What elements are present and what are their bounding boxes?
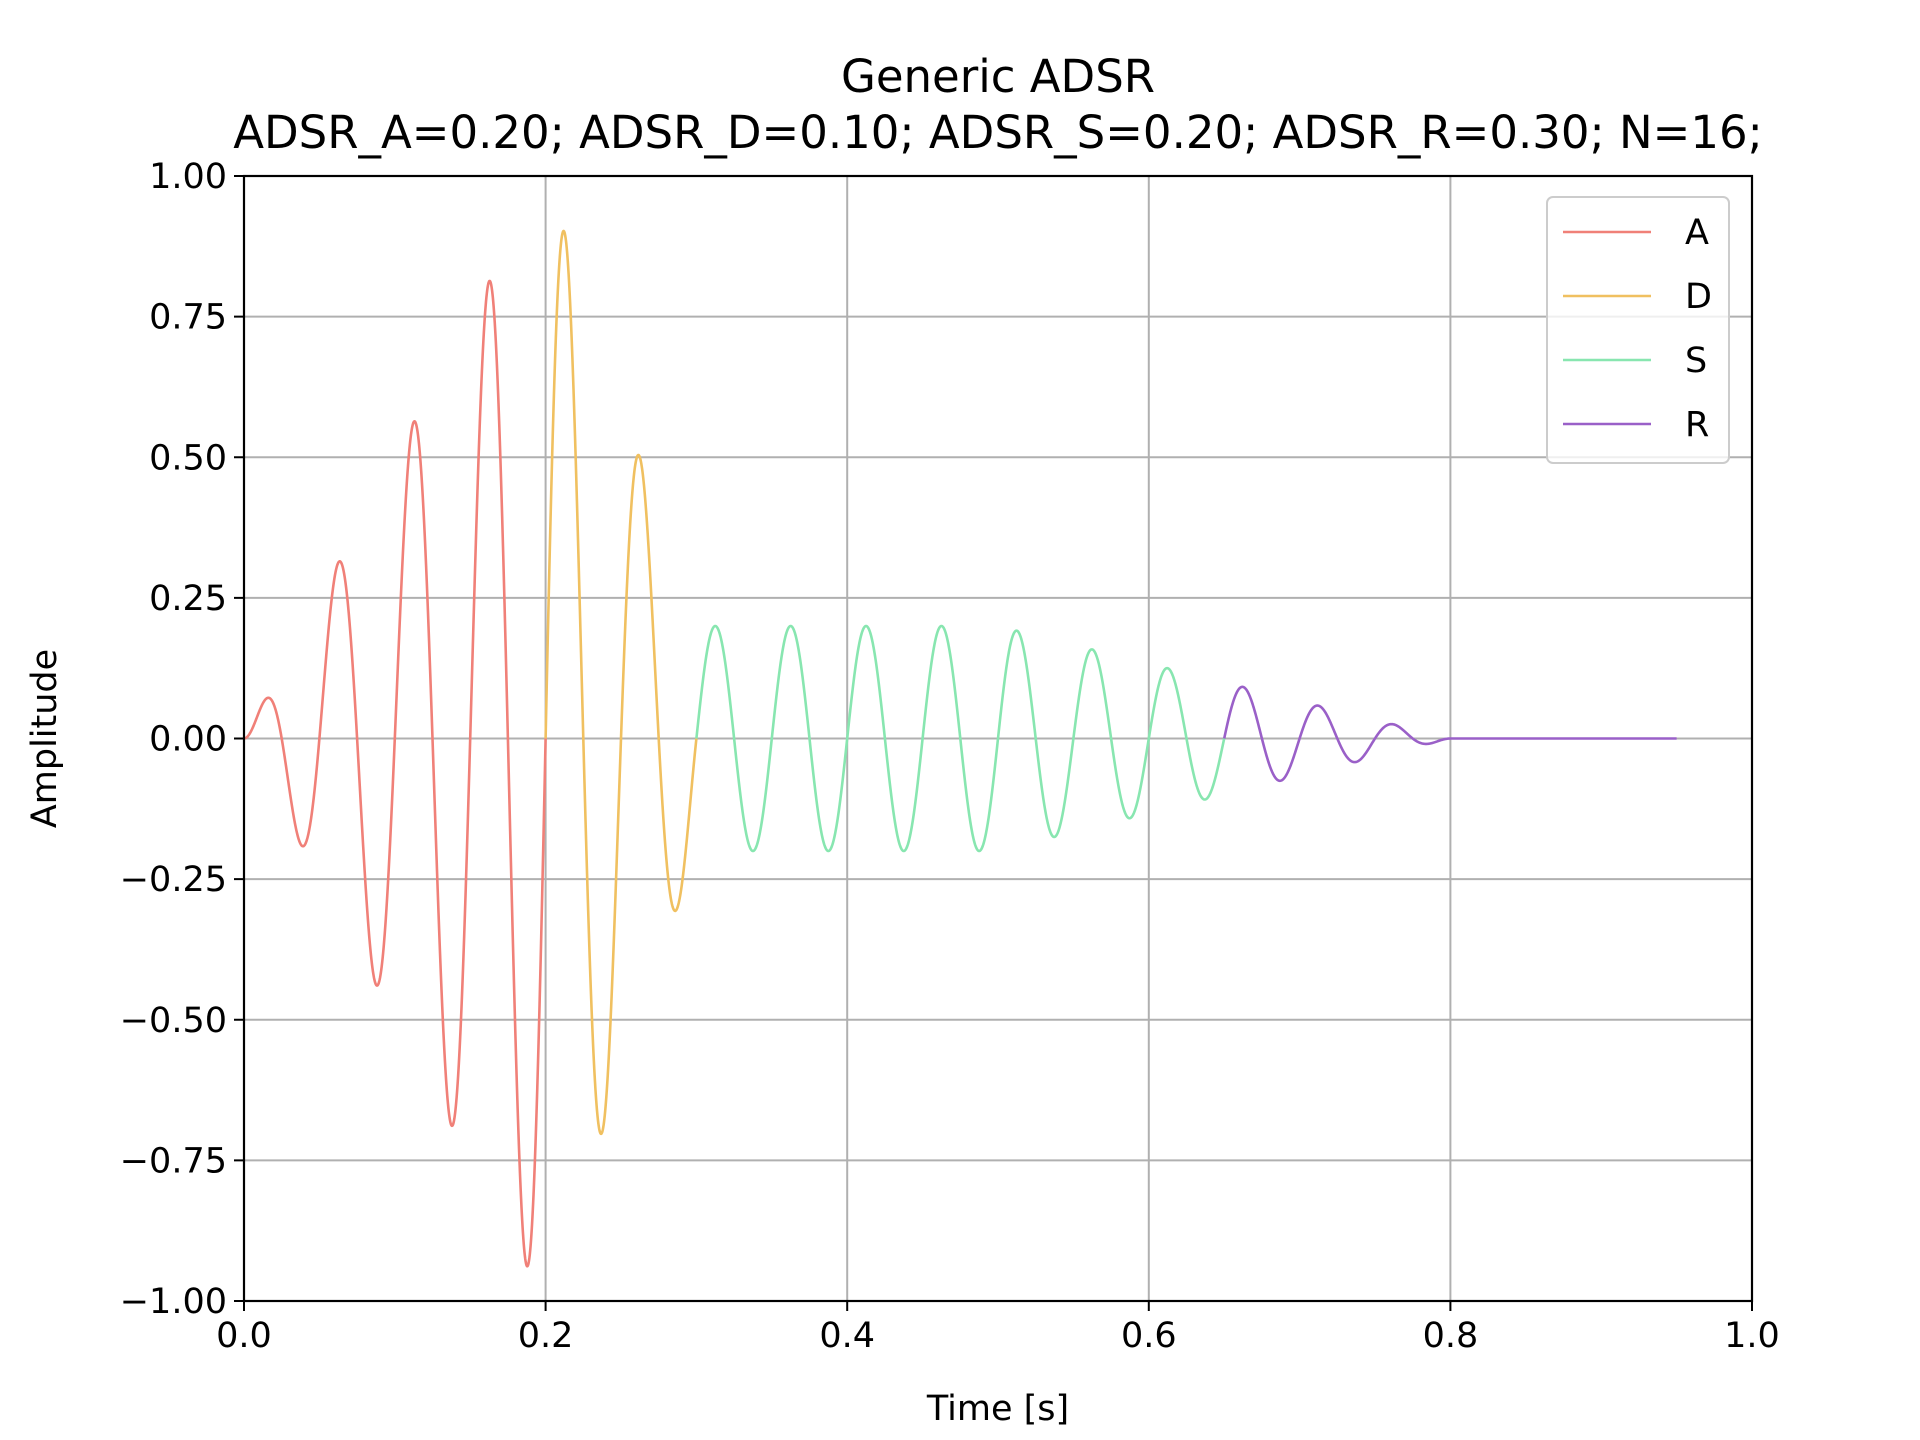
chart-subtitle: ADSR_A=0.20; ADSR_D=0.10; ADSR_S=0.20; A… bbox=[233, 106, 1763, 159]
y-tick-label: −0.75 bbox=[120, 1141, 227, 1181]
x-tick-label: 1.0 bbox=[1724, 1316, 1780, 1356]
x-tick-label: 0.8 bbox=[1423, 1316, 1479, 1356]
series-lines bbox=[243, 229, 1678, 1268]
y-tick-label: −1.00 bbox=[120, 1282, 227, 1322]
x-tick-label: 0.4 bbox=[819, 1316, 875, 1356]
y-tick-label: 1.00 bbox=[149, 157, 227, 197]
legend-label-a: A bbox=[1685, 213, 1709, 253]
legend-label-s: S bbox=[1685, 341, 1707, 381]
legend-label-d: D bbox=[1685, 277, 1712, 317]
x-tick-label: 0.6 bbox=[1121, 1316, 1177, 1356]
x-tick-label: 0.2 bbox=[518, 1316, 574, 1356]
chart-title: Generic ADSR bbox=[841, 50, 1155, 103]
series-line-r bbox=[1222, 685, 1678, 783]
x-axis-label: Time [s] bbox=[926, 1389, 1069, 1429]
y-tick-label: 0.25 bbox=[149, 579, 227, 619]
legend-box bbox=[1546, 196, 1730, 464]
series-line-d bbox=[544, 229, 698, 1136]
series-line-s bbox=[695, 624, 1226, 853]
y-tick-label: −0.50 bbox=[120, 1001, 227, 1041]
y-tick-label: 0.75 bbox=[149, 298, 227, 338]
x-axis-ticks: 0.0 0.2 0.4 0.6 0.8 1.0 bbox=[216, 1301, 1780, 1356]
legend-label-r: R bbox=[1685, 405, 1709, 445]
y-tick-label: 0.00 bbox=[149, 720, 227, 760]
x-tick-label: 0.0 bbox=[216, 1316, 272, 1356]
legend: ADSR bbox=[1546, 196, 1730, 464]
y-tick-label: 0.50 bbox=[149, 438, 227, 478]
y-tick-label: −0.25 bbox=[120, 860, 227, 900]
y-axis-ticks: 1.00 0.75 0.50 0.25 0.00 −0.25 −0.50 −0.75 −1.00 bbox=[120, 157, 244, 1322]
y-axis-label: Amplitude bbox=[25, 649, 65, 828]
series-line-a bbox=[243, 279, 547, 1268]
